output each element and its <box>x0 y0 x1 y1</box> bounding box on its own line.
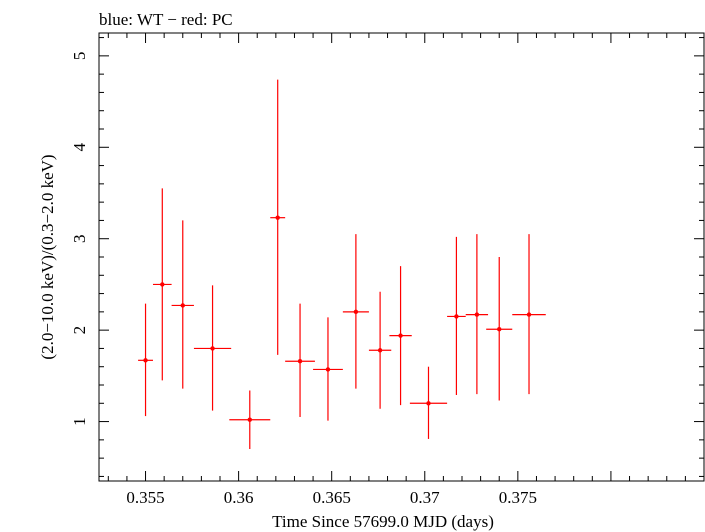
x-tick-label: 0.365 <box>313 488 351 507</box>
x-tick-label: 0.375 <box>499 488 537 507</box>
point-marker <box>160 282 165 287</box>
data-point <box>313 317 343 421</box>
y-axis: 1 2 3 4 5 <box>70 37 704 477</box>
data-point <box>342 234 369 389</box>
point-marker <box>398 333 403 338</box>
point-marker <box>377 348 383 353</box>
point-marker <box>325 367 331 372</box>
data-point <box>138 303 153 417</box>
data-point <box>389 266 412 406</box>
data-point <box>465 234 489 395</box>
data-point <box>409 366 448 439</box>
data-point <box>270 79 286 355</box>
point-marker <box>474 312 480 317</box>
x-tick-label: 0.36 <box>224 488 254 507</box>
y-tick-label: 1 <box>70 417 89 426</box>
data-points <box>138 79 546 449</box>
y-tick-label: 5 <box>70 52 89 61</box>
point-marker <box>526 312 532 317</box>
data-point <box>171 220 194 389</box>
point-marker <box>297 359 303 364</box>
y-axis-label: (2.0−10.0 keV)/(0.3−2.0 keV) <box>38 154 57 359</box>
data-point <box>152 188 172 381</box>
point-marker <box>180 303 185 308</box>
point-marker <box>143 358 148 363</box>
data-point <box>193 285 232 411</box>
point-marker <box>275 215 280 220</box>
x-tick-label: 0.355 <box>126 488 164 507</box>
data-point <box>486 257 513 401</box>
point-marker <box>454 314 459 319</box>
data-point <box>447 236 466 396</box>
x-tick-label: 0.37 <box>410 488 440 507</box>
point-marker <box>426 401 431 406</box>
x-axis-label: Time Since 57699.0 MJD (days) <box>272 512 494 531</box>
point-marker <box>353 309 359 315</box>
x-axis: 0.355 0.36 0.365 0.37 0.375 <box>107 33 705 507</box>
y-tick-label: 2 <box>70 326 89 335</box>
data-point <box>285 303 315 417</box>
y-tick-label: 4 <box>70 143 89 152</box>
y-tick-label: 3 <box>70 234 89 243</box>
plot-frame <box>98 32 705 482</box>
point-marker <box>497 327 502 332</box>
data-point <box>229 390 271 449</box>
data-point <box>512 234 546 395</box>
data-point <box>368 291 392 409</box>
point-marker <box>247 417 252 422</box>
point-marker <box>210 346 215 351</box>
chart-title: blue: WT − red: PC <box>99 10 233 29</box>
